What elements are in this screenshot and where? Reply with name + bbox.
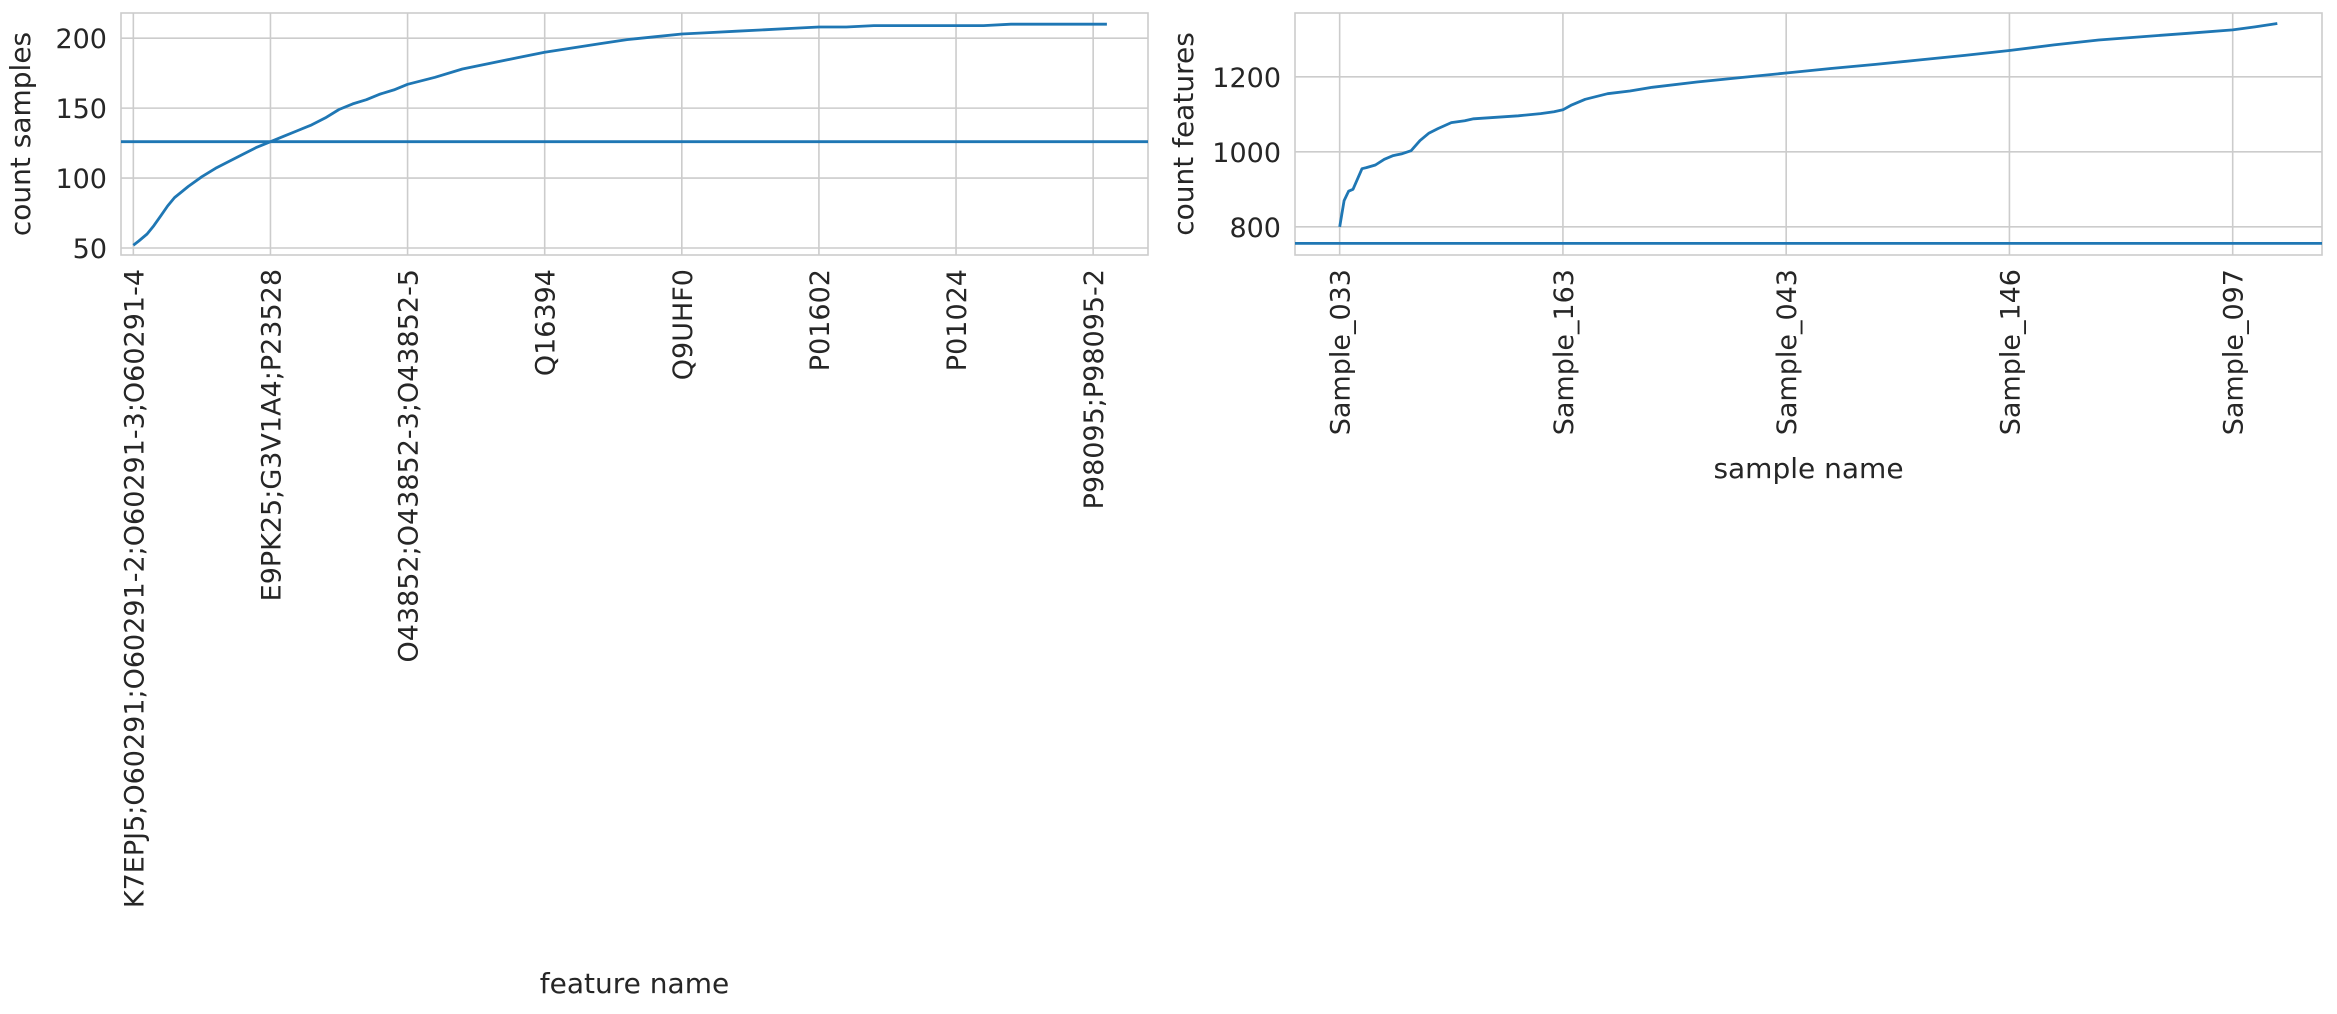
y-tick-label: 800 <box>1229 213 1281 244</box>
x-tick-label: Q16394 <box>531 269 562 376</box>
x-tick-label: P01602 <box>805 269 836 371</box>
x-tick-label: Q9UHF0 <box>668 269 699 380</box>
x-tick-label: P01024 <box>942 269 973 371</box>
y-tick-label: 100 <box>55 164 107 195</box>
cumulative-count-line <box>1338 22 2278 228</box>
y-tick-label: 1200 <box>1212 63 1281 94</box>
y-tick-label: 1000 <box>1212 138 1281 169</box>
x-tick-label: Sample_033 <box>1326 269 1357 435</box>
x-tick-label: O43852;O43852-3;O43852-5 <box>394 269 425 662</box>
left-chart-features: 50 100 150 200 K7EPJ5;O60291;O60291-2;O60291… <box>4 12 1149 1000</box>
plot-frame <box>120 12 1149 256</box>
plot-area <box>1295 13 2322 255</box>
x-tick-label: P98095;P98095-2 <box>1079 269 1110 509</box>
plot-frame <box>1294 12 2323 256</box>
x-axis-label: feature name <box>540 967 729 1000</box>
x-axis-label: sample name <box>1713 452 1903 485</box>
x-tick-label: Sample_146 <box>1995 269 2026 435</box>
y-tick-label: 50 <box>73 234 107 265</box>
plot-area <box>121 13 1148 255</box>
y-axis-label: count samples <box>4 32 37 236</box>
right-chart-samples: 800 1000 1200 Sample_033 Sample_163 Sample_04… <box>1167 12 2323 485</box>
x-tick-label: Sample_163 <box>1549 269 1580 435</box>
x-tick-label: K7EPJ5;O60291;O60291-2;O60291-3;O60291-4 <box>119 269 150 908</box>
x-tick-label: E9PK25;G3V1A4;P23528 <box>256 269 287 601</box>
y-tick-label: 200 <box>55 24 107 55</box>
y-tick-label: 150 <box>55 94 107 125</box>
x-tick-label: Sample_097 <box>2219 269 2250 435</box>
cumulative-count-line <box>132 22 1107 247</box>
x-tick-label: Sample_043 <box>1772 269 1803 435</box>
y-axis-label: count features <box>1167 32 1200 236</box>
